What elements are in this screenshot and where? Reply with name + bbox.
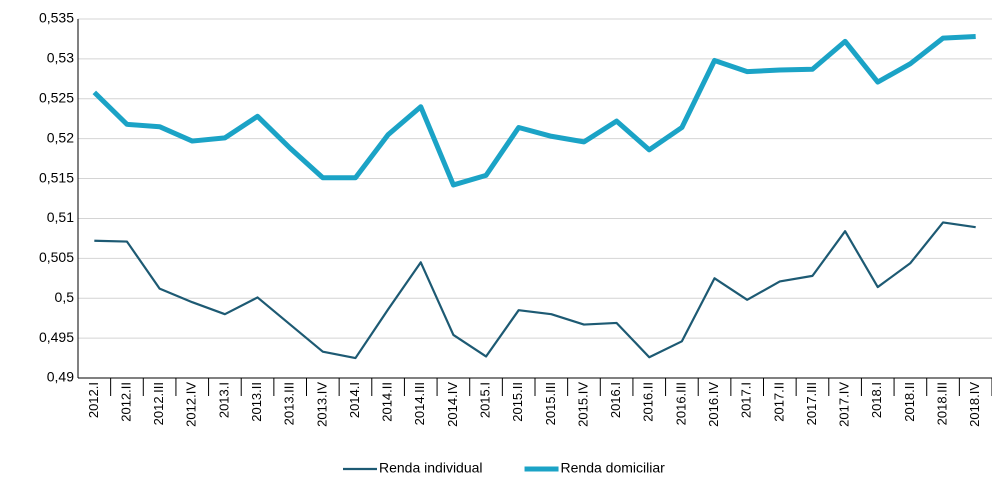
y-tick-label: 0,515 [39,169,74,185]
y-tick-label: 0,505 [39,249,74,265]
x-tick-label: 2015.IV [575,382,590,427]
x-tick-label: 2017.IV [837,382,852,427]
x-tick-label: 2017.I [739,382,754,418]
x-tick-label: 2013.IV [314,382,329,427]
x-tick-label: 2018.I [869,382,884,418]
x-tick-label: 2018.II [902,382,917,422]
y-tick-label: 0,51 [47,209,74,225]
y-tick-label: 0,5 [55,289,75,305]
x-tick-label: 2016.IV [706,382,721,427]
x-tick-label: 2012.III [151,382,166,425]
x-tick-label: 2012.IV [184,382,199,427]
x-tick-label: 2014.III [412,382,427,425]
x-tick-label: 2016.III [673,382,688,425]
y-tick-label: 0,535 [39,10,74,26]
x-tick-label: 2013.I [216,382,231,418]
y-tick-label: 0,49 [47,369,74,385]
legend-label: Renda domiciliar [561,460,666,476]
x-tick-label: 2014.IV [445,382,460,427]
legend-label: Renda individual [379,460,483,476]
x-tick-label: 2012.I [86,382,101,418]
x-tick-label: 2015.I [477,382,492,418]
series-line [94,221,976,360]
x-tick-label: 2015.II [510,382,525,422]
x-tick-label: 2018.IV [967,382,982,427]
y-tick-label: 0,52 [47,129,74,145]
y-tick-label: 0,525 [39,89,74,105]
y-tick-label: 0,53 [47,50,74,66]
x-tick-label: 2014.II [380,382,395,422]
x-tick-label: 2013.III [282,382,297,425]
x-tick-label: 2015.III [543,382,558,425]
x-tick-label: 2014.I [347,382,362,418]
y-tick-label: 0,495 [39,329,74,345]
x-tick-label: 2017.II [771,382,786,422]
series-line [92,34,976,188]
x-tick-label: 2017.III [804,382,819,425]
x-tick-label: 2013.II [249,382,264,422]
x-tick-label: 2016.II [641,382,656,422]
x-tick-label: 2016.I [608,382,623,418]
x-tick-label: 2012.II [118,382,133,422]
x-tick-label: 2018.III [934,382,949,425]
